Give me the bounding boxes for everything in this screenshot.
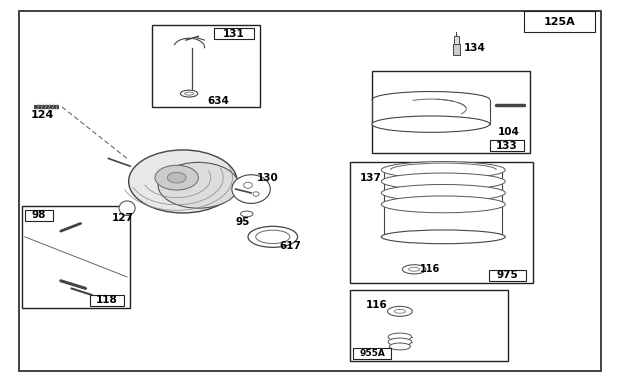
- Bar: [524, 11, 595, 32]
- Text: 133: 133: [496, 141, 518, 151]
- Bar: [453, 44, 460, 55]
- Bar: [152, 25, 260, 107]
- Text: 95: 95: [236, 217, 250, 227]
- Text: 124: 124: [31, 110, 55, 120]
- Ellipse shape: [244, 182, 252, 188]
- Ellipse shape: [381, 162, 505, 178]
- Ellipse shape: [128, 150, 237, 213]
- Ellipse shape: [248, 226, 298, 248]
- Ellipse shape: [167, 172, 186, 183]
- Bar: [454, 36, 459, 44]
- Ellipse shape: [255, 230, 290, 244]
- Ellipse shape: [253, 192, 259, 196]
- Ellipse shape: [388, 306, 412, 316]
- Ellipse shape: [119, 201, 135, 215]
- Ellipse shape: [180, 90, 198, 97]
- Bar: [353, 348, 391, 359]
- Ellipse shape: [185, 92, 193, 95]
- Ellipse shape: [388, 338, 412, 346]
- Ellipse shape: [372, 116, 490, 132]
- Bar: [350, 290, 508, 361]
- Bar: [22, 206, 130, 308]
- Ellipse shape: [241, 211, 253, 217]
- Bar: [214, 28, 254, 39]
- Ellipse shape: [402, 265, 426, 274]
- Bar: [25, 210, 53, 221]
- Ellipse shape: [381, 196, 505, 213]
- Ellipse shape: [381, 230, 505, 244]
- Bar: [372, 71, 530, 153]
- Text: 617: 617: [279, 241, 301, 251]
- Text: eReplacementParts.com: eReplacementParts.com: [147, 186, 275, 196]
- Text: 116: 116: [366, 300, 388, 310]
- Ellipse shape: [158, 162, 239, 208]
- Text: 125A: 125A: [544, 17, 575, 27]
- Text: 634: 634: [208, 96, 229, 106]
- Text: 975: 975: [496, 270, 518, 280]
- Ellipse shape: [155, 165, 198, 190]
- Bar: [90, 295, 124, 306]
- Ellipse shape: [232, 175, 270, 203]
- Text: 116: 116: [420, 264, 441, 274]
- Ellipse shape: [409, 267, 420, 271]
- Ellipse shape: [389, 343, 410, 350]
- Text: 127: 127: [112, 213, 134, 223]
- Text: 104: 104: [498, 127, 520, 137]
- Text: 955A: 955A: [359, 349, 385, 358]
- Text: 98: 98: [32, 210, 46, 220]
- Bar: [350, 162, 533, 283]
- Text: 134: 134: [464, 43, 485, 53]
- Ellipse shape: [394, 309, 405, 313]
- Text: 131: 131: [223, 29, 245, 39]
- Ellipse shape: [381, 185, 505, 201]
- Text: 137: 137: [360, 173, 381, 183]
- Ellipse shape: [388, 333, 412, 341]
- Ellipse shape: [381, 173, 505, 190]
- Bar: [489, 270, 526, 281]
- Bar: [490, 140, 524, 151]
- Text: 130: 130: [257, 173, 279, 183]
- Text: 118: 118: [96, 295, 118, 305]
